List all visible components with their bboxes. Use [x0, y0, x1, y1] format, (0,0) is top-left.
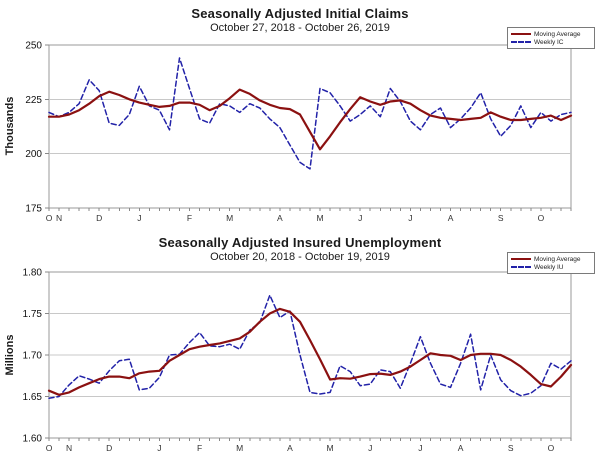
legend-label-weekly-ic: Weekly IC: [534, 38, 564, 46]
x-tick-label: J: [408, 213, 412, 223]
weekly-ic-line: [48, 57, 572, 170]
y-axis-label-thousands: Thousands: [4, 97, 16, 156]
x-tick-label: A: [287, 443, 293, 453]
x-tick-label: J: [358, 213, 362, 223]
x-tick-label: J: [137, 213, 141, 223]
x-tick-label: M: [236, 443, 243, 453]
x-tick-label: J: [157, 443, 161, 453]
x-tick-label: O: [538, 213, 545, 223]
x-tick-label: A: [277, 213, 283, 223]
x-tick-label: J: [368, 443, 372, 453]
x-tick-label: F: [187, 213, 192, 223]
x-tick-label: N: [56, 213, 62, 223]
x-tick-label: D: [96, 213, 102, 223]
x-tick-label: M: [327, 443, 334, 453]
legend-label-weekly-iu: Weekly IU: [534, 263, 564, 271]
x-tick-label: N: [66, 443, 72, 453]
x-tick-label: D: [106, 443, 112, 453]
x-tick-label: O: [46, 443, 53, 453]
moving-average-line: [47, 307, 573, 396]
x-tick-label: A: [448, 213, 454, 223]
moving-average-line-swatch-2: [511, 258, 531, 260]
plot-layer-2: 1.801.751.701.651.60O N D J F M A M J J A S O: [23, 268, 573, 453]
y-tick-label: 1.80: [23, 268, 43, 279]
weekly-iu-line: [48, 294, 572, 399]
legend-box: Moving Average Weekly IC: [507, 27, 595, 49]
moving-average-line: [47, 88, 573, 151]
x-tick-label: O: [548, 443, 555, 453]
legend-entry-moving-average-2: Moving Average: [511, 255, 591, 263]
x-tick-label: A: [458, 443, 464, 453]
moving-average-line-swatch: [511, 33, 531, 35]
insured-unemployment-plot: Millions 1.801.751.701.651.60O N D J F M A M J J A…: [4, 268, 573, 453]
y-tick-label: 225: [25, 95, 42, 106]
y-tick-label: 200: [25, 149, 42, 160]
y-tick-label: 1.75: [23, 309, 43, 320]
legend-entry-weekly-ic: Weekly IC: [511, 38, 591, 46]
legend-label-moving-average-2: Moving Average: [534, 255, 581, 263]
y-tick-label: 1.65: [23, 392, 43, 403]
page-title: Seasonally Adjusted Initial Claims: [191, 6, 409, 21]
weekly-iu-line-swatch: [511, 266, 531, 268]
y-tick-label: 1.60: [23, 434, 43, 445]
x-tick-label: M: [226, 213, 233, 223]
y-tick-label: 1.70: [23, 351, 43, 362]
chart-subtitle: October 27, 2018 - October 26, 2019: [210, 22, 390, 34]
weekly-ic-line-swatch: [511, 41, 531, 43]
chart-subtitle-2: October 20, 2018 - October 19, 2019: [210, 251, 390, 263]
legend-label-moving-average: Moving Average: [534, 30, 581, 38]
y-axis-label-millions: Millions: [4, 335, 16, 376]
initial-claims-chart: Seasonally Adjusted Initial Claims Octob…: [4, 6, 595, 223]
legend-entry-weekly-iu: Weekly IU: [511, 263, 591, 271]
x-tick-label: S: [498, 213, 504, 223]
y-tick-label: 175: [25, 204, 42, 215]
y-tick-label: 250: [25, 41, 42, 52]
x-tick-label: S: [508, 443, 514, 453]
insured-unemployment-chart: Seasonally Adjusted Insured Unemployment…: [0, 229, 600, 458]
x-tick-label: J: [418, 443, 422, 453]
legend-box-2: Moving Average Weekly IU: [507, 252, 595, 274]
plot-frame: [48, 44, 572, 209]
x-tick-label: F: [197, 443, 202, 453]
x-tick-label: O: [46, 213, 53, 223]
x-tick-label: M: [316, 213, 323, 223]
legend-entry-moving-average: Moving Average: [511, 30, 591, 38]
chart-title-2: Seasonally Adjusted Insured Unemployment: [158, 235, 442, 250]
